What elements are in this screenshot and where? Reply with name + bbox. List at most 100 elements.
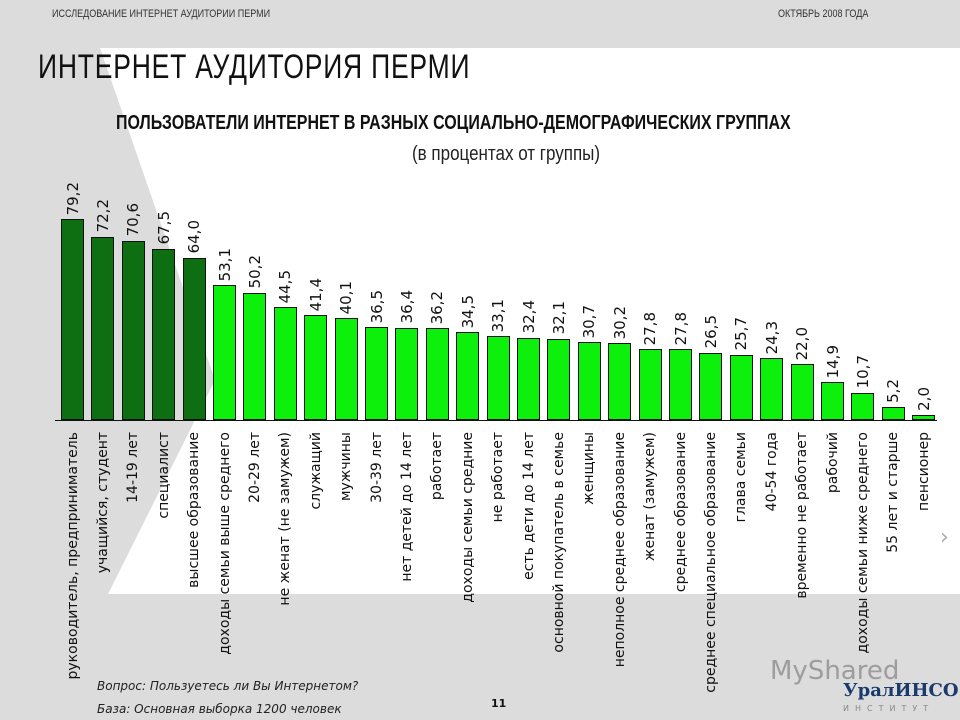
category-label: доходы семьи ниже среднего [854, 432, 871, 654]
category-label: работает [429, 432, 446, 501]
category-label: среднее образование [672, 432, 689, 593]
page-number: 11 [491, 697, 507, 710]
bar [638, 349, 662, 420]
bar [243, 292, 267, 420]
category-label: мужчины [338, 432, 355, 502]
footer-question: Вопрос: Пользуетесь ли Вы Интернетом? [97, 679, 359, 693]
footer-base: База: Основная выборка 1200 человек [97, 702, 342, 716]
value-label: 40,1 [337, 280, 356, 315]
category-label: доходы семьи выше среднего [216, 432, 233, 655]
header-band [0, 0, 960, 48]
bar [517, 337, 540, 420]
bar [881, 406, 905, 420]
category-label: не работает [490, 432, 507, 523]
bar [91, 236, 115, 420]
bar [304, 314, 328, 420]
x-axis [55, 420, 937, 421]
category-label: пенсионер [915, 432, 932, 511]
category-label: глава семьи [733, 432, 750, 523]
value-label: 32,1 [549, 301, 568, 335]
bar [365, 327, 388, 420]
category-label: служащий [307, 432, 324, 510]
value-label: 64,0 [185, 220, 204, 254]
bar [547, 338, 571, 420]
watermark-logo: MyShared [770, 656, 900, 686]
bar [821, 382, 844, 420]
bar [182, 257, 206, 420]
bar [273, 307, 297, 420]
value-label: 14,9 [823, 344, 842, 379]
value-label: 2,0 [914, 387, 933, 411]
bar [912, 414, 936, 420]
bar [425, 328, 449, 420]
bar [61, 219, 84, 420]
category-label: неполное среднее образование [611, 432, 628, 668]
category-label: временно не работает [794, 432, 811, 599]
category-label: женщины [581, 432, 598, 505]
category-label: 55 лет и старше [885, 432, 902, 553]
category-label: 14-19 лет [125, 432, 142, 503]
footer-band [0, 594, 960, 720]
value-label: 70,6 [124, 203, 143, 237]
category-label: учащийся, студент [94, 432, 111, 574]
value-label: 27,8 [671, 312, 690, 346]
value-label: 67,5 [154, 211, 173, 245]
bar [608, 343, 632, 420]
value-label: 30,2 [610, 305, 629, 340]
value-label: 50,2 [245, 255, 264, 289]
value-label: 5,2 [884, 378, 903, 403]
value-label: 27,8 [641, 312, 660, 346]
value-label: 10,7 [853, 355, 872, 389]
value-label: 32,4 [519, 300, 538, 334]
category-label: руководитель, предприниматель [64, 432, 81, 680]
category-label: есть дети до 14 лет [520, 432, 537, 580]
value-label: 53,1 [215, 247, 234, 282]
bar [851, 392, 875, 420]
header-left: ИССЛЕДОВАНИЕ ИНТЕРНЕТ АУДИТОРИИ ПЕРМИ [52, 8, 271, 20]
value-label: 79,2 [63, 181, 82, 215]
brand-logo-sub: ИНСТИТУТ [843, 704, 935, 713]
header-right: ОКТЯБРЬ 2008 ГОДА [778, 8, 869, 20]
next-arrow-icon[interactable]: › [940, 525, 949, 550]
category-label: высшее образование [186, 432, 203, 588]
category-label: доходы семьи средние [459, 432, 476, 603]
bar [213, 285, 236, 420]
category-label: рабочий [824, 432, 841, 494]
bar [395, 327, 419, 420]
category-label: не женат (не замужем) [277, 432, 294, 606]
value-label: 36,5 [367, 289, 386, 324]
value-label: 72,2 [93, 199, 112, 233]
value-label: 22,0 [793, 326, 812, 361]
bar [577, 342, 601, 420]
bar [790, 364, 814, 420]
value-label: 33,1 [489, 298, 508, 332]
value-label: 44,5 [276, 269, 295, 304]
bar [760, 358, 784, 420]
bar [669, 349, 692, 420]
value-label: 36,4 [397, 290, 416, 324]
category-label: среднее специальное образование [702, 432, 719, 693]
page-title: ИНТЕРНЕТ АУДИТОРИЯ ПЕРМИ [38, 48, 471, 86]
value-label: 34,5 [458, 295, 477, 329]
category-label: женат (замужем) [642, 432, 659, 562]
chart-subtitle: (в процентах от группы) [412, 143, 601, 165]
bar [152, 248, 176, 420]
value-label: 25,7 [732, 317, 751, 351]
value-label: 24,3 [762, 320, 781, 355]
chart-title: ПОЛЬЗОВАТЕЛИ ИНТЕРНЕТ В РАЗНЫХ СОЦИАЛЬНО… [116, 112, 791, 134]
category-label: основной покупатель в семье [550, 432, 567, 653]
bar [334, 318, 358, 420]
category-label: 20-29 лет [246, 432, 263, 503]
brand-logo: УралИНСО [843, 680, 959, 701]
bar [486, 335, 510, 420]
bar [121, 240, 145, 420]
bar [729, 354, 753, 420]
value-label: 26,5 [701, 315, 720, 349]
value-label: 36,2 [428, 290, 447, 325]
category-label: нет детей до 14 лет [398, 432, 415, 582]
value-label: 41,4 [306, 277, 325, 311]
bar [699, 352, 723, 420]
value-label: 30,7 [580, 304, 599, 339]
category-label: 40-54 года [763, 432, 780, 512]
